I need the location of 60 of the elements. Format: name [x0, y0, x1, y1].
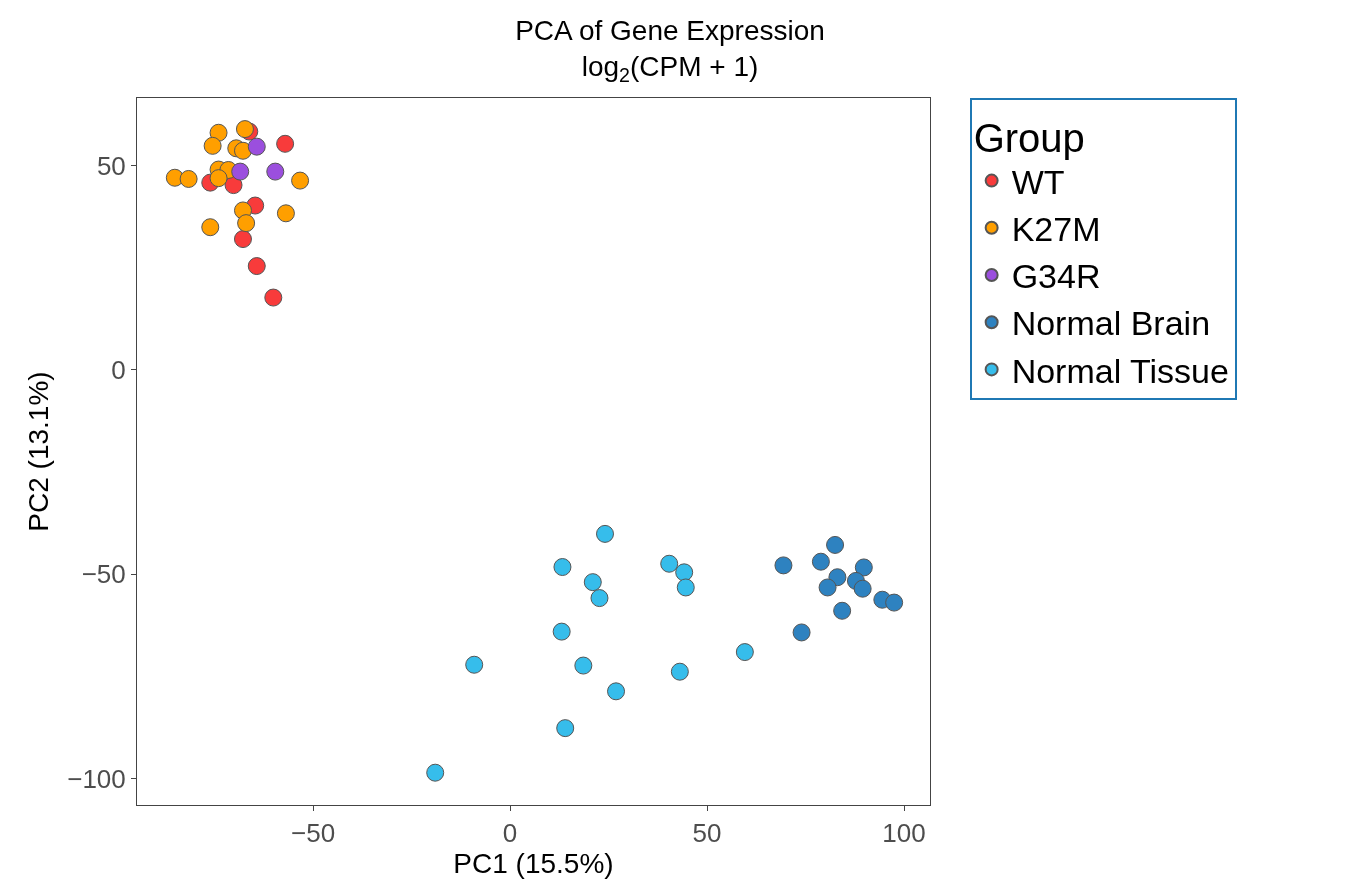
x-tick-label: 0	[502, 818, 518, 849]
point	[276, 204, 295, 223]
point	[209, 169, 228, 188]
point	[854, 558, 873, 577]
x-tick-label: −50	[291, 818, 336, 849]
chart-subtitle: log$_{2}$(CPM + 1)	[581, 51, 759, 86]
point	[237, 214, 256, 233]
point	[291, 171, 310, 190]
point	[247, 137, 266, 156]
legend-label: K27M	[1011, 210, 1101, 249]
point	[607, 682, 626, 701]
point	[574, 656, 593, 675]
x-tick-label: 50	[692, 818, 722, 849]
point	[235, 120, 254, 139]
point	[853, 579, 872, 598]
y-tick-label: 0	[111, 355, 126, 386]
point	[774, 556, 793, 575]
point	[826, 535, 845, 554]
point	[276, 134, 295, 153]
point	[596, 524, 614, 543]
legend-label: Normal Brain	[1011, 304, 1211, 343]
legend-label: WT	[1011, 162, 1065, 201]
point	[828, 568, 847, 587]
point	[792, 623, 811, 642]
point	[660, 554, 679, 573]
point	[203, 136, 222, 155]
point	[247, 257, 266, 276]
x-tick-label: 100	[882, 818, 926, 849]
point	[179, 169, 198, 188]
legend-title: Group	[973, 116, 1085, 160]
point	[556, 719, 575, 738]
point	[676, 578, 695, 597]
point	[590, 589, 609, 608]
point	[465, 655, 484, 674]
point	[833, 601, 852, 620]
legend-label: Normal Tissue	[1011, 351, 1229, 390]
point	[735, 643, 754, 662]
point	[426, 763, 445, 782]
point	[670, 662, 689, 681]
y-tick-label: −100	[67, 763, 126, 794]
point	[266, 162, 285, 181]
point	[553, 558, 572, 577]
point	[818, 578, 837, 597]
chart-title: PCA of Gene Expression	[515, 14, 825, 46]
point	[583, 573, 602, 592]
y-axis-title: PC2 (13.1%)	[22, 371, 54, 532]
point	[201, 218, 220, 237]
point	[811, 552, 830, 571]
point	[264, 288, 283, 307]
point	[231, 162, 250, 181]
y-tick-label: −50	[81, 559, 126, 590]
point	[233, 141, 252, 160]
y-tick-label: 50	[96, 150, 126, 181]
point	[233, 230, 252, 249]
point	[552, 622, 571, 641]
point	[209, 123, 228, 142]
point	[885, 593, 904, 612]
x-axis-title: PC1 (15.5%)	[453, 848, 614, 880]
point	[675, 563, 694, 582]
legend-label: G34R	[1011, 257, 1101, 296]
